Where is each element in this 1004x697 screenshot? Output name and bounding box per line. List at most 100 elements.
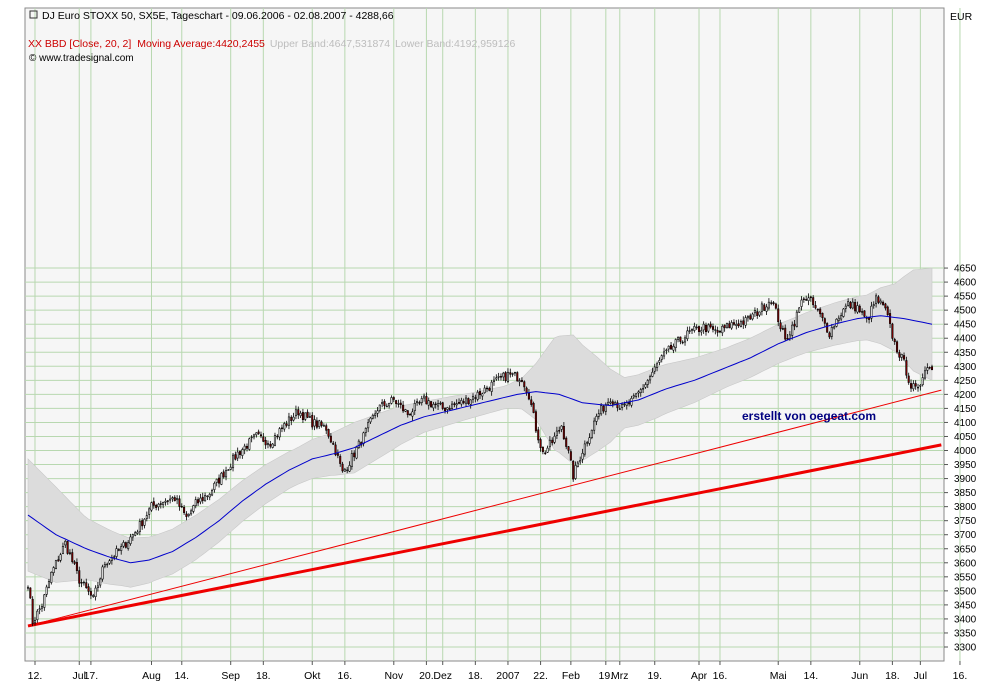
- candle-body: [877, 296, 880, 303]
- candle-body: [150, 502, 153, 511]
- candle-body: [644, 384, 647, 388]
- candle-body: [774, 303, 777, 309]
- candle-body: [597, 413, 600, 417]
- candle-body: [646, 380, 649, 385]
- candle-body: [637, 391, 640, 394]
- candle-body: [760, 303, 763, 312]
- candle-body: [294, 409, 297, 417]
- candle-body: [553, 435, 556, 443]
- candle-body: [339, 456, 342, 464]
- candle-body: [674, 339, 677, 348]
- candle-body: [583, 443, 586, 455]
- candle-body: [446, 407, 449, 410]
- candle-body: [292, 416, 295, 421]
- candle-body: [702, 323, 705, 331]
- candle-body: [362, 432, 365, 445]
- candle-body: [89, 591, 92, 596]
- candle-body: [497, 376, 500, 378]
- candle-body: [241, 449, 244, 456]
- candle-body: [632, 395, 635, 398]
- candle-body: [290, 416, 293, 422]
- candle-body: [569, 451, 572, 461]
- candle-body: [539, 439, 542, 449]
- candle-body: [812, 297, 815, 306]
- candle-body: [653, 366, 656, 372]
- candle-body: [882, 301, 885, 305]
- candle-body: [411, 411, 414, 417]
- candle-body: [469, 399, 472, 405]
- candle-body: [197, 499, 200, 504]
- candle-body: [402, 404, 405, 412]
- candle-body: [723, 324, 726, 329]
- candle-body: [85, 582, 88, 588]
- candle-body: [71, 552, 74, 562]
- candle-body: [532, 402, 535, 413]
- candle-body: [800, 299, 803, 307]
- candle-body: [844, 305, 847, 309]
- candle-body: [145, 515, 148, 519]
- candle-body: [101, 566, 104, 580]
- candle-body: [304, 412, 307, 420]
- candle-body: [64, 540, 67, 546]
- y-tick-label: 3900: [954, 474, 977, 485]
- candle-body: [183, 506, 186, 513]
- candle-body: [623, 403, 626, 406]
- candle-body: [840, 315, 843, 320]
- candle-body: [595, 415, 598, 422]
- candle-body: [912, 383, 915, 390]
- candle-body: [711, 326, 715, 330]
- y-tick-label: 4400: [954, 334, 977, 345]
- candle-body: [607, 401, 610, 405]
- candle-body: [194, 499, 197, 507]
- candle-body: [143, 518, 146, 526]
- candle-body: [767, 301, 770, 309]
- candle-body: [259, 434, 263, 437]
- candle-body: [786, 337, 789, 340]
- candle-body: [502, 372, 505, 378]
- candle-body: [809, 296, 812, 299]
- candle-body: [483, 387, 486, 394]
- candle-body: [252, 434, 256, 438]
- candle-body: [849, 302, 852, 309]
- y-tick-label: 4600: [954, 278, 977, 289]
- candle-body: [369, 417, 372, 423]
- candle-body: [176, 497, 179, 501]
- candle-body: [770, 302, 773, 304]
- candle-body: [381, 402, 384, 405]
- x-tick-label: Apr: [691, 670, 708, 682]
- candle-body: [823, 318, 826, 324]
- candle-body: [870, 305, 873, 319]
- candle-body: [639, 389, 642, 394]
- candle-body: [392, 397, 395, 400]
- candle-body: [856, 305, 859, 313]
- candle-body: [262, 436, 265, 442]
- candle-body: [222, 471, 225, 478]
- candle-body: [716, 330, 719, 333]
- candle-body: [914, 383, 917, 387]
- candle-body: [928, 367, 931, 369]
- candle-body: [234, 454, 237, 460]
- candle-body: [329, 435, 332, 443]
- candle-body: [99, 578, 102, 586]
- candle-body: [879, 300, 882, 304]
- candle-body: [618, 408, 621, 410]
- candle-body: [476, 391, 479, 400]
- candle-body: [821, 312, 824, 319]
- chart-title: DJ Euro STOXX 50, SX5E, Tageschart - 09.…: [42, 10, 394, 22]
- candle-body: [835, 318, 838, 327]
- candle-body: [334, 444, 337, 456]
- candle-body: [511, 373, 514, 375]
- candle-body: [208, 493, 211, 498]
- candle-body: [651, 371, 654, 377]
- candle-body: [516, 372, 519, 382]
- candle-body: [311, 414, 314, 428]
- candle-body: [558, 430, 561, 432]
- candle-body: [192, 505, 195, 512]
- candle-body: [842, 308, 845, 317]
- candle-body: [579, 460, 582, 463]
- candle-body: [616, 402, 619, 409]
- candle-body: [628, 402, 631, 405]
- candle-body: [833, 326, 836, 329]
- candle-body: [87, 586, 90, 592]
